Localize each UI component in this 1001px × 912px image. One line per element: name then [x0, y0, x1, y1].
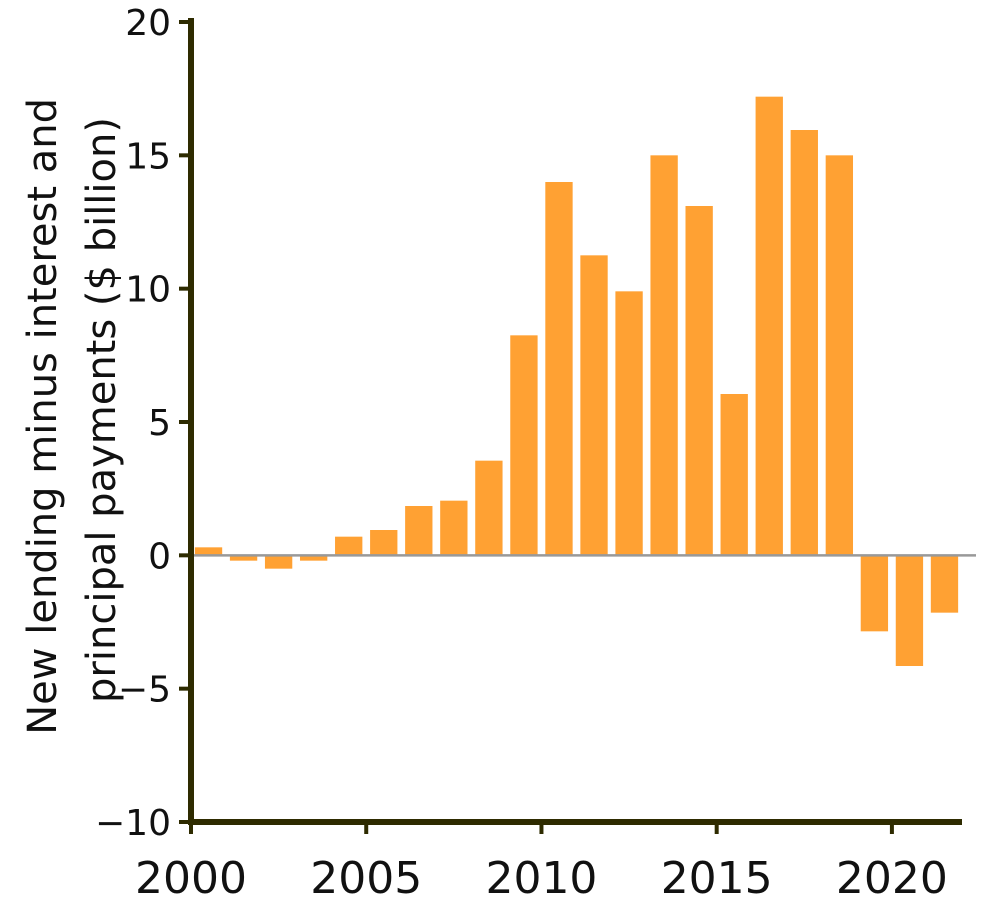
bar-2018 — [825, 155, 854, 556]
bar-2007 — [440, 500, 468, 556]
bar-2011 — [580, 255, 608, 556]
bar-2002 — [264, 555, 293, 569]
x-tick-label: 2015 — [661, 853, 773, 904]
bar-2005 — [370, 530, 398, 556]
bar-2010 — [545, 182, 573, 556]
y-tick-label: 10 — [125, 270, 171, 311]
bar-2019 — [860, 555, 889, 632]
bar-2000 — [194, 547, 223, 556]
y-axis-title-line-2: principal payments ($ billion) — [79, 117, 125, 703]
bar-2003 — [299, 555, 328, 561]
y-tick-label: 20 — [125, 3, 171, 44]
bar-2012 — [615, 291, 643, 556]
x-tick-label: 2005 — [310, 853, 422, 904]
bar-2008 — [475, 460, 503, 556]
x-tick-label: 2020 — [836, 853, 948, 904]
y-tick-label: −5 — [118, 670, 171, 711]
bar-2020 — [895, 555, 924, 666]
y-tick-label: −10 — [95, 803, 171, 844]
bar-2017 — [790, 130, 818, 556]
bar-2009 — [510, 335, 538, 556]
bar-2016 — [755, 96, 783, 556]
bar-2001 — [229, 555, 258, 561]
bar-2013 — [650, 155, 678, 556]
y-tick-label: 5 — [148, 403, 171, 444]
x-tick-label: 2010 — [485, 853, 597, 904]
bar-2006 — [405, 506, 433, 556]
bar-2015 — [720, 394, 748, 556]
y-tick-label: 15 — [125, 136, 171, 177]
bar-2004 — [335, 536, 363, 556]
bars — [194, 96, 959, 666]
y-axis-title: New lending minus interest and principal… — [20, 85, 125, 734]
x-ticks: 2000 2005 2010 2015 2020 — [135, 822, 948, 904]
bar-2021 — [930, 555, 959, 613]
y-tick-label: 0 — [148, 536, 171, 577]
bar-2014 — [685, 206, 713, 556]
y-axis-title-line-1: New lending minus interest and — [20, 98, 66, 735]
y-ticks: −10 −5 0 5 10 15 20 — [95, 3, 191, 844]
x-tick-label: 2000 — [135, 853, 247, 904]
